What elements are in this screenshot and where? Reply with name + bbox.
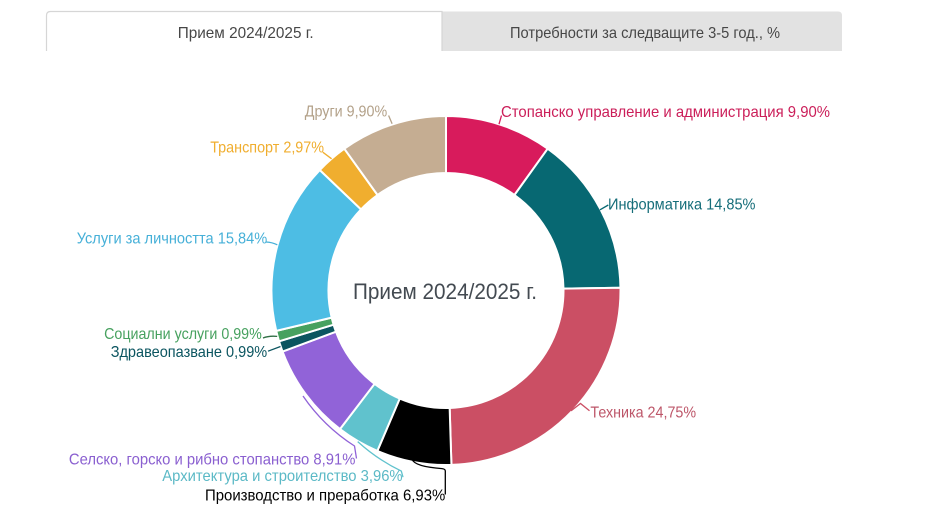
svg-text:Услуги за личността 15,84%: Услуги за личността 15,84% (77, 231, 268, 248)
svg-text:Социални услуги 0,99%: Социални услуги 0,99% (104, 326, 262, 343)
svg-text:Здравеопазване 0,99%: Здравеопазване 0,99% (111, 344, 268, 361)
svg-text:Прием 2024/2025 г.: Прием 2024/2025 г. (353, 279, 537, 304)
svg-text:Транспорт 2,97%: Транспорт 2,97% (210, 140, 324, 157)
svg-text:Прием 2024/2025 г.: Прием 2024/2025 г. (178, 25, 314, 42)
svg-text:Техника 24,75%: Техника 24,75% (590, 405, 696, 422)
svg-text:Информатика 14,85%: Информатика 14,85% (608, 197, 756, 214)
svg-text:Селско, горско и рибно стопанс: Селско, горско и рибно стопанство 8,91% (69, 451, 356, 468)
svg-text:Други 9,90%: Други 9,90% (305, 104, 387, 121)
svg-text:Производство и преработка 6,93: Производство и преработка 6,93% (205, 488, 445, 505)
svg-text:Архитектура и строителство 3,9: Архитектура и строителство 3,96% (162, 468, 402, 485)
svg-text:Стопанско управление и админис: Стопанско управление и администрация 9,9… (501, 104, 830, 121)
svg-text:Потребности за следващите 3-5: Потребности за следващите 3-5 год., % (510, 25, 780, 42)
